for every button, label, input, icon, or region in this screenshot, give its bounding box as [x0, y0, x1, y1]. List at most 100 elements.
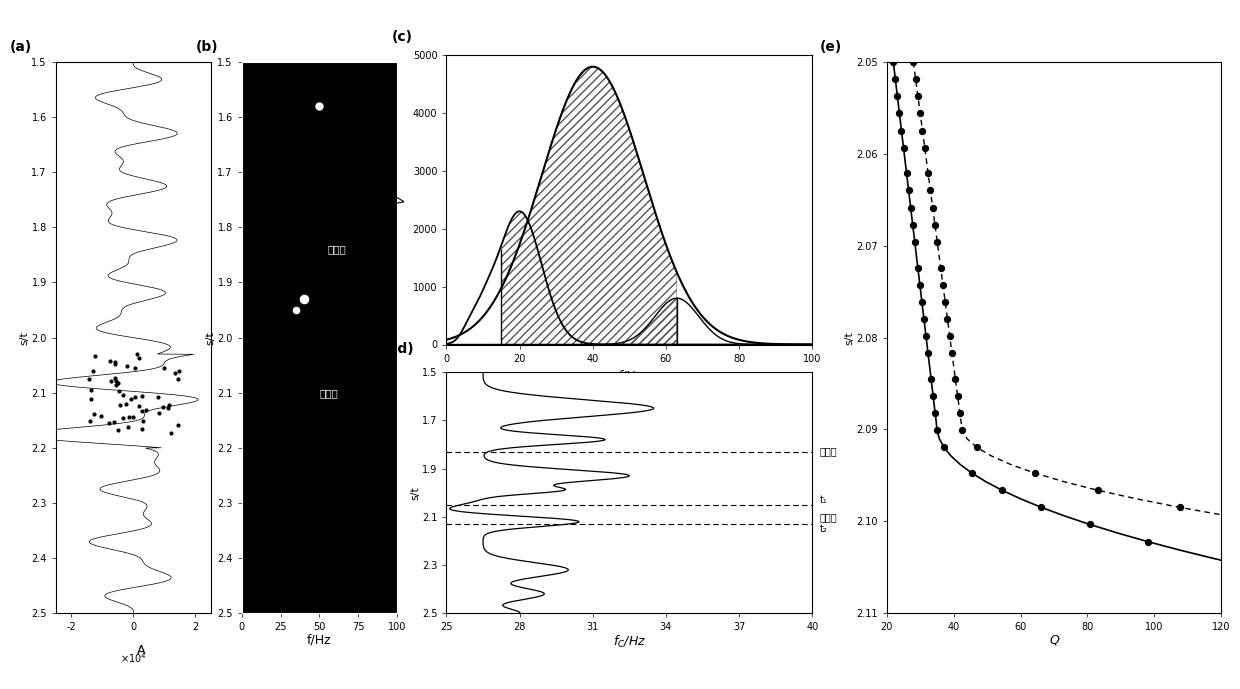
Point	[992, 484, 1012, 495]
Point	[102, 375, 122, 386]
Point	[910, 279, 930, 290]
Point	[122, 394, 141, 405]
Point	[908, 91, 928, 102]
Point	[110, 400, 130, 411]
Point	[123, 411, 143, 422]
Text: (d): (d)	[392, 342, 414, 356]
X-axis label: Q: Q	[1049, 634, 1059, 647]
Point	[967, 442, 987, 453]
Point	[161, 427, 181, 438]
Point	[125, 362, 145, 373]
Point	[107, 380, 126, 391]
Y-axis label: s/t: s/t	[410, 486, 420, 500]
Point	[148, 391, 167, 402]
Point	[113, 413, 133, 424]
Point	[108, 424, 128, 435]
Point	[889, 108, 909, 119]
Point	[1025, 468, 1045, 479]
Point	[908, 262, 928, 273]
Point	[133, 415, 153, 426]
Point	[918, 168, 937, 179]
Point	[942, 348, 962, 359]
Point	[105, 358, 125, 369]
Point	[81, 384, 100, 395]
Point	[940, 331, 960, 342]
Point	[131, 391, 151, 402]
Text: t₁: t₁	[820, 495, 827, 504]
Point	[107, 376, 126, 387]
Point	[928, 424, 947, 435]
Point	[129, 353, 149, 364]
Point	[935, 296, 955, 307]
Point	[883, 56, 903, 68]
Point	[91, 411, 110, 422]
Text: (e): (e)	[820, 40, 842, 54]
Point	[892, 125, 911, 136]
Point	[165, 367, 185, 378]
Point	[1087, 484, 1107, 495]
Point	[125, 392, 145, 403]
Point	[900, 202, 920, 213]
Point	[83, 365, 103, 376]
Point	[115, 398, 135, 409]
Point	[947, 391, 967, 402]
Point	[119, 411, 139, 422]
Text: 参考层: 参考层	[327, 245, 346, 254]
X-axis label: $f_C$/Hz: $f_C$/Hz	[613, 634, 646, 650]
Point	[950, 408, 970, 419]
Point	[129, 400, 149, 411]
Point	[937, 313, 957, 325]
Text: t₂: t₂	[820, 524, 827, 534]
Point	[154, 362, 174, 373]
Point	[81, 393, 100, 404]
Text: (c): (c)	[392, 30, 413, 43]
Point	[962, 468, 982, 479]
Point	[914, 313, 934, 325]
Point	[118, 422, 138, 433]
Point	[1080, 519, 1100, 530]
Point	[905, 74, 925, 85]
Point	[932, 279, 952, 290]
Point	[945, 373, 965, 384]
Point	[79, 373, 99, 384]
Point	[286, 305, 306, 316]
Text: $\times10^4$: $\times10^4$	[120, 651, 146, 665]
Y-axis label: s/t: s/t	[20, 331, 30, 344]
Point	[924, 391, 944, 402]
Point	[904, 56, 924, 68]
Point	[117, 360, 136, 371]
X-axis label: A: A	[136, 644, 145, 657]
Text: 目的层: 目的层	[820, 512, 837, 522]
Point	[923, 202, 942, 213]
Point	[149, 408, 169, 419]
Y-axis label: V: V	[394, 196, 407, 204]
Text: 目的层: 目的层	[320, 388, 339, 398]
Point	[897, 168, 916, 179]
Point	[167, 373, 187, 384]
Point	[913, 125, 932, 136]
Point	[310, 101, 330, 112]
Y-axis label: s/t: s/t	[844, 331, 854, 344]
Point	[1032, 502, 1052, 513]
Point	[921, 373, 941, 384]
Point	[1138, 536, 1158, 547]
Point	[911, 296, 931, 307]
Point	[899, 185, 919, 196]
Point	[136, 404, 156, 415]
Point	[920, 185, 940, 196]
Point	[159, 402, 179, 413]
Point	[126, 349, 146, 360]
Point	[109, 385, 129, 396]
Point	[925, 219, 945, 230]
X-axis label: f/Hz: f/Hz	[308, 634, 331, 647]
Point	[1169, 502, 1189, 513]
Point	[159, 400, 179, 411]
Point	[105, 356, 125, 367]
Point	[99, 417, 119, 428]
Point	[903, 219, 923, 230]
Point	[108, 378, 128, 389]
X-axis label: f/Hz: f/Hz	[618, 369, 641, 382]
Point	[169, 365, 188, 376]
Point	[894, 142, 914, 153]
Point	[885, 74, 905, 85]
